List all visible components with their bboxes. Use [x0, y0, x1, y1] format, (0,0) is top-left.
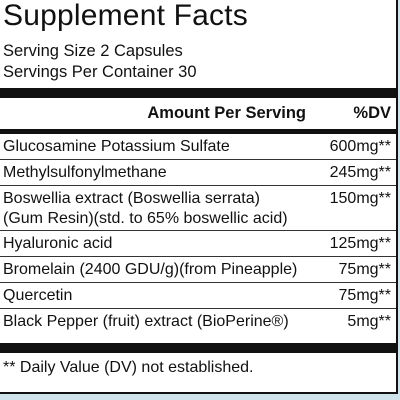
ingredient-amount: 150mg**: [329, 190, 391, 207]
ingredient-amount: 5mg**: [347, 313, 391, 330]
daily-value-header: %DV: [353, 104, 391, 122]
ingredient-name-wrap: Boswellia extract (Boswellia serrata) (G…: [3, 189, 288, 229]
ingredient-row: Glucosamine Potassium Sulfate 600mg**: [0, 134, 396, 160]
ingredient-row: Quercetin 75mg**: [0, 283, 396, 309]
ingredient-amount: 125mg**: [329, 235, 391, 252]
ingredient-name: Quercetin: [3, 287, 73, 304]
divider-mid: [0, 129, 396, 134]
ingredient-row: Boswellia extract (Boswellia serrata) (G…: [0, 186, 396, 231]
ingredient-name: Methylsulfonylmethane: [3, 164, 167, 181]
servings-per-container: Servings Per Container 30: [3, 63, 197, 81]
ingredient-amount: 600mg**: [329, 138, 391, 155]
ingredient-amount: 75mg**: [338, 287, 391, 304]
ingredient-name: Bromelain (2400 GDU/g)(from Pineapple): [3, 261, 298, 278]
thick-divider-bottom: [0, 343, 396, 353]
ingredient-name: Hyaluronic acid: [3, 235, 113, 252]
ingredient-row: Bromelain (2400 GDU/g)(from Pineapple) 7…: [0, 257, 396, 283]
ingredient-list: Glucosamine Potassium Sulfate 600mg** Me…: [0, 134, 396, 334]
ingredient-name: Black Pepper (fruit) extract (BioPerine®…: [3, 313, 289, 330]
column-header: Amount Per Serving %DV: [0, 99, 396, 129]
ingredient-name: Glucosamine Potassium Sulfate: [3, 138, 230, 155]
ingredient-row: Black Pepper (fruit) extract (BioPerine®…: [0, 309, 396, 334]
panel-title: Supplement Facts: [3, 0, 248, 32]
ingredient-amount: 245mg**: [329, 164, 391, 181]
amount-per-serving-header: Amount Per Serving: [147, 104, 306, 122]
serving-size: Serving Size 2 Capsules: [3, 42, 183, 60]
ingredient-row: Methylsulfonylmethane 245mg**: [0, 160, 396, 186]
ingredient-name: Boswellia extract (Boswellia serrata): [3, 190, 260, 207]
ingredient-name-detail: (Gum Resin)(std. to 65% boswellic acid): [3, 210, 288, 227]
ingredient-amount: 75mg**: [338, 261, 391, 278]
daily-value-footnote: ** Daily Value (DV) not established.: [3, 359, 254, 376]
thick-divider-top: [0, 88, 396, 98]
ingredient-row: Hyaluronic acid 125mg**: [0, 231, 396, 257]
